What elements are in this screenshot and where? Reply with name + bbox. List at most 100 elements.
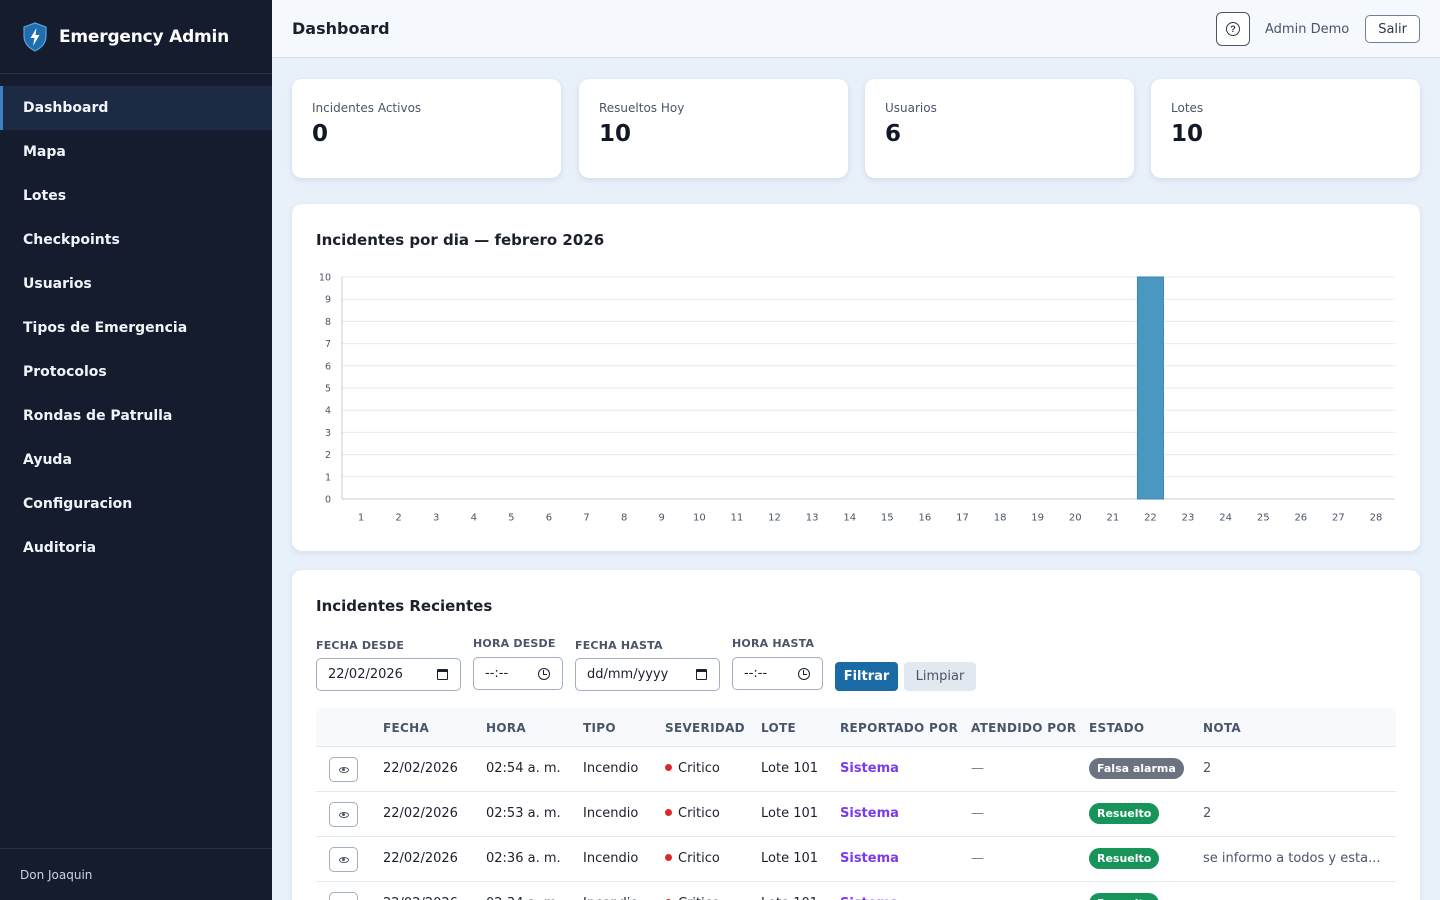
col-atendido-por[interactable]: ATENDIDO POR [971, 721, 1077, 735]
sidebar-item-mapa[interactable]: Mapa [23, 144, 66, 160]
col-tipo[interactable]: TIPO [583, 721, 616, 735]
sidebar-item-ayuda[interactable]: Ayuda [23, 452, 72, 468]
stat-label: Usuarios [885, 101, 937, 115]
fecha-hasta-input[interactable]: dd/mm/yyyy [575, 658, 720, 691]
stat-label: Incidentes Activos [312, 101, 422, 115]
x-tick-label: 16 [919, 513, 932, 524]
fecha-desde-label: FECHA DESDE [316, 639, 405, 652]
view-incident-button[interactable] [329, 802, 358, 827]
table-header: FECHA HORA TIPO SEVERIDAD LOTE REPORTADO… [316, 708, 1396, 747]
shield-bolt-icon [23, 21, 47, 52]
clock-icon[interactable] [538, 668, 550, 680]
x-tick-label: 28 [1370, 513, 1383, 524]
stat-value: 0 [312, 121, 329, 147]
cell-reportado-por[interactable]: Sistema [840, 851, 899, 866]
eye-icon [338, 811, 349, 818]
fecha-hasta-value: dd/mm/yyyy [587, 667, 669, 682]
current-user-name: Admin Demo [1265, 21, 1350, 37]
calendar-icon[interactable] [437, 669, 448, 680]
fecha-hasta-label: FECHA HASTA [575, 639, 663, 652]
col-hora[interactable]: HORA [486, 721, 526, 735]
fecha-desde-input[interactable]: 22/02/2026 [316, 658, 461, 691]
severity-dot-icon [665, 764, 672, 771]
col-severidad[interactable]: SEVERIDAD [665, 721, 745, 735]
incidents-table: FECHA HORA TIPO SEVERIDAD LOTE REPORTADO… [316, 708, 1396, 900]
col-nota[interactable]: NOTA [1203, 721, 1241, 735]
cell-severidad: Critico [665, 806, 720, 821]
x-tick-label: 26 [1294, 513, 1307, 524]
clear-button[interactable]: Limpiar [904, 662, 976, 691]
status-badge: Resuelto [1089, 803, 1160, 824]
cell-reportado-por[interactable]: Sistema [840, 806, 899, 821]
stat-value: 6 [885, 121, 902, 147]
x-tick-label: 3 [433, 513, 439, 524]
cell-fecha: 22/02/2026 [383, 761, 458, 776]
y-tick-label: 9 [325, 295, 331, 306]
x-tick-label: 14 [843, 513, 856, 524]
filter-button[interactable]: Filtrar [835, 662, 898, 691]
cell-atendido-por: — [971, 761, 984, 776]
brand[interactable]: Emergency Admin [0, 0, 272, 74]
stat-card-lots: Lotes 10 [1151, 79, 1420, 178]
x-tick-label: 17 [956, 513, 969, 524]
bar-day-22[interactable] [1136, 276, 1164, 500]
table-row[interactable]: 22/02/2026 02:53 a. m. Incendio Critico Lote… [316, 792, 1396, 837]
x-tick-label: 2 [395, 513, 401, 524]
sidebar-item-configuracion[interactable]: Configuracion [23, 496, 133, 512]
recent-incidents-title: Incidentes Recientes [316, 597, 493, 615]
clock-icon[interactable] [798, 668, 810, 680]
cell-severidad: Critico [665, 851, 720, 866]
cell-tipo: Incendio [583, 761, 639, 776]
sidebar-item-lotes[interactable]: Lotes [23, 188, 67, 204]
cell-atendido-por: — [971, 896, 984, 900]
hora-hasta-input[interactable]: --:-- [732, 657, 823, 690]
col-fecha[interactable]: FECHA [383, 721, 430, 735]
sidebar: Emergency Admin Dashboard Mapa Lotes Checkp… [0, 0, 272, 900]
cell-fecha: 22/02/2026 [383, 896, 458, 900]
x-tick-label: 10 [693, 513, 706, 524]
cell-reportado-por[interactable]: Sistema [840, 896, 899, 900]
x-tick-label: 11 [731, 513, 744, 524]
recent-incidents-card: Incidentes Recientes FECHA DESDE 22/02/2… [292, 570, 1420, 900]
status-badge: Resuelto [1089, 848, 1160, 869]
fecha-desde-value: 22/02/2026 [328, 667, 403, 682]
cell-nota: se informo a todos y esta... [1203, 851, 1381, 866]
severity-dot-icon [665, 809, 672, 816]
hora-desde-input[interactable]: --:-- [473, 657, 563, 690]
cell-fecha: 22/02/2026 [383, 806, 458, 821]
x-tick-label: 24 [1219, 513, 1232, 524]
x-tick-label: 7 [583, 513, 589, 524]
help-button[interactable]: ? [1216, 12, 1250, 46]
sidebar-item-usuarios[interactable]: Usuarios [23, 276, 92, 292]
col-reportado-por[interactable]: REPORTADO POR [840, 721, 959, 735]
table-row[interactable]: 22/02/2026 02:54 a. m. Incendio Critico Lote… [316, 747, 1396, 792]
col-lote[interactable]: LOTE [761, 721, 797, 735]
calendar-icon[interactable] [696, 669, 707, 680]
question-circle-icon: ? [1226, 22, 1240, 36]
x-tick-label: 25 [1257, 513, 1270, 524]
y-tick-label: 0 [325, 495, 331, 506]
view-incident-button[interactable] [329, 892, 358, 900]
sidebar-item-rondas-de-patrulla[interactable]: Rondas de Patrulla [23, 408, 173, 424]
col-estado[interactable]: ESTADO [1089, 721, 1145, 735]
x-tick-label: 13 [806, 513, 819, 524]
logout-button[interactable]: Salir [1365, 15, 1420, 43]
cell-hora: 02:36 a. m. [486, 851, 561, 866]
view-incident-button[interactable] [329, 847, 358, 872]
sidebar-item-dashboard[interactable]: Dashboard [0, 86, 272, 130]
y-tick-label: 4 [325, 406, 331, 417]
sidebar-item-tipos-de-emergencia[interactable]: Tipos de Emergencia [23, 320, 188, 336]
sidebar-footer-user: Don Joaquin [0, 848, 272, 900]
table-row[interactable]: 22/02/2026 02:36 a. m. Incendio Critico Lote… [316, 837, 1396, 882]
x-tick-label: 22 [1144, 513, 1157, 524]
sidebar-item-checkpoints[interactable]: Checkpoints [23, 232, 120, 248]
table-row[interactable]: 22/02/2026 02:34 a. m. Incendio Critico Lote… [316, 882, 1396, 900]
sidebar-item-auditoria[interactable]: Auditoria [23, 540, 97, 556]
hora-desde-value: --:-- [485, 666, 509, 681]
view-incident-button[interactable] [329, 757, 358, 782]
sidebar-item-protocolos[interactable]: Protocolos [23, 364, 107, 380]
hora-hasta-label: HORA HASTA [732, 637, 815, 650]
cell-reportado-por[interactable]: Sistema [840, 761, 899, 776]
